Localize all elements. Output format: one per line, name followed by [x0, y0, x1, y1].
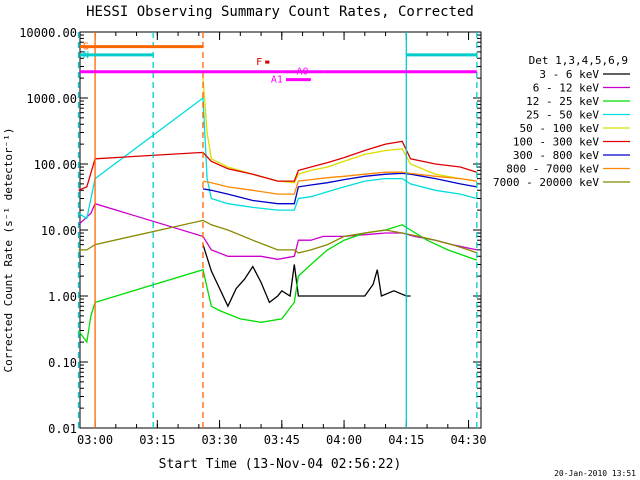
series-line-7	[202, 171, 477, 195]
annotation-label: N	[83, 50, 89, 61]
legend-label: 3 - 6 keV	[539, 68, 599, 81]
annotation-label: A1	[271, 75, 283, 86]
series-line-5	[78, 140, 478, 191]
x-axis-label: Start Time (13-Nov-04 02:56:22)	[159, 457, 402, 472]
series-line-4	[202, 78, 477, 184]
y-tick-label: 1000.00	[26, 92, 77, 106]
x-tick-label: 03:00	[77, 433, 113, 447]
x-tick-label: 04:00	[326, 433, 362, 447]
legend-label: 6 - 12 keV	[533, 82, 600, 95]
series-line-3	[78, 96, 478, 220]
series-line-8	[78, 219, 478, 254]
axes: 10000.001000.00100.0010.001.000.100.0103…	[19, 26, 486, 447]
y-axis-label: Corrected Count Rate (s⁻¹ detector⁻¹)	[2, 127, 15, 372]
x-tick-label: 04:15	[388, 433, 424, 447]
chart-title: HESSI Observing Summary Count Rates, Cor…	[86, 4, 474, 20]
legend-label: 50 - 100 keV	[520, 122, 600, 135]
annotation-label: A0	[297, 67, 309, 78]
y-tick-label: 0.01	[48, 422, 77, 436]
legend-label: 300 - 800 keV	[513, 149, 599, 162]
series-line-1	[78, 202, 478, 260]
series-line-0	[202, 244, 411, 308]
x-tick-label: 03:30	[202, 433, 238, 447]
series-line-2	[77, 224, 478, 344]
legend-label: 7000 - 20000 keV	[493, 176, 599, 189]
y-tick-label: 10000.00	[19, 26, 77, 40]
legend-label: 800 - 7000 keV	[506, 163, 599, 176]
footer-timestamp: 20-Jan-2010 13:51	[554, 469, 636, 478]
annotation-layer: SN A0 F A1	[77, 32, 478, 428]
legend-label: 12 - 25 keV	[526, 95, 599, 108]
legend-label: 100 - 300 keV	[513, 136, 599, 149]
annotation-label: S	[83, 42, 89, 53]
y-tick-label: 100.00	[34, 158, 77, 172]
x-tick-label: 03:45	[264, 433, 300, 447]
x-tick-label: 03:15	[139, 433, 175, 447]
data-series	[77, 78, 478, 344]
y-tick-label: 1.00	[48, 290, 77, 304]
legend-label: 25 - 50 keV	[526, 109, 599, 122]
annotation-label: F	[256, 57, 262, 68]
x-tick-label: 04:30	[450, 433, 486, 447]
y-tick-label: 10.00	[41, 224, 77, 238]
y-tick-label: 0.10	[48, 356, 77, 370]
series-line-6	[202, 172, 478, 205]
legend-title: Det 1,3,4,5,6,9	[529, 54, 628, 67]
plot-frame	[79, 31, 482, 429]
